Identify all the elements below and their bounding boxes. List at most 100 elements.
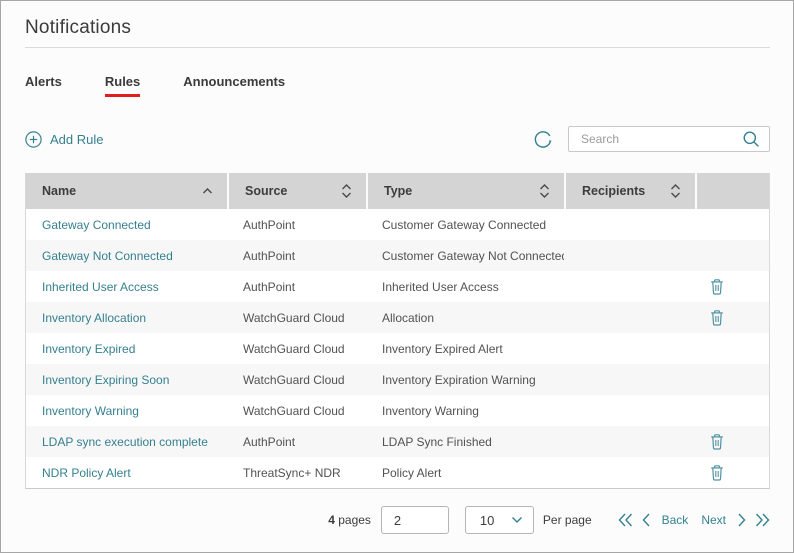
search-input[interactable] bbox=[581, 132, 742, 146]
cell-name: NDR Policy Alert bbox=[26, 466, 227, 480]
cell-name: LDAP sync execution complete bbox=[26, 435, 227, 449]
cell-source: ThreatSync+ NDR bbox=[243, 465, 341, 480]
column-label: Source bbox=[245, 184, 288, 198]
rule-name-link[interactable]: NDR Policy Alert bbox=[42, 465, 131, 480]
tab-alerts[interactable]: Alerts bbox=[25, 74, 62, 89]
column-label: Name bbox=[42, 184, 77, 198]
cell-type: Inventory Warning bbox=[382, 403, 479, 418]
table-row: Inventory Allocation WatchGuard Cloud Al… bbox=[26, 302, 769, 333]
cell-source: WatchGuard Cloud bbox=[243, 341, 345, 356]
rule-name-link[interactable]: Inherited User Access bbox=[42, 279, 159, 294]
pagination-bar: 4 pages 10 Per page Back Next bbox=[25, 505, 770, 535]
cell-type: Customer Gateway Connected bbox=[382, 217, 547, 232]
rule-name-link[interactable]: Gateway Not Connected bbox=[42, 248, 173, 263]
tab-rules[interactable]: Rules bbox=[104, 74, 141, 97]
rule-name-link[interactable]: Inventory Allocation bbox=[42, 310, 147, 325]
column-header-name[interactable]: Name bbox=[26, 173, 227, 209]
search-box bbox=[568, 126, 770, 152]
pages-count: 4 bbox=[328, 513, 335, 527]
rule-name-link[interactable]: Inventory Expiring Soon bbox=[42, 372, 170, 387]
table-row: NDR Policy Alert ThreatSync+ NDR Policy … bbox=[26, 457, 769, 488]
per-page-select[interactable]: 10 bbox=[464, 506, 534, 534]
cell-actions bbox=[695, 464, 769, 482]
cell-actions bbox=[695, 309, 769, 327]
table-body: Gateway Connected AuthPoint Customer Gat… bbox=[26, 209, 769, 488]
back-button[interactable]: Back bbox=[661, 513, 689, 527]
toolbar-right bbox=[532, 126, 770, 152]
refresh-button[interactable] bbox=[532, 129, 553, 150]
trash-icon bbox=[709, 464, 725, 482]
tab-announcements[interactable]: Announcements bbox=[183, 74, 286, 89]
chevron-left-icon bbox=[642, 513, 651, 527]
rules-table: Name Source Type Recipients bbox=[25, 173, 770, 489]
table-row: Gateway Not Connected AuthPoint Customer… bbox=[26, 240, 769, 271]
table-row: Inventory Expired WatchGuard Cloud Inven… bbox=[26, 333, 769, 364]
pages-count-label: 4 pages bbox=[328, 513, 371, 527]
column-header-actions bbox=[695, 173, 769, 209]
cell-name: Inventory Expiring Soon bbox=[26, 373, 227, 387]
sort-up-down-icon bbox=[670, 183, 681, 199]
column-label: Type bbox=[384, 184, 413, 198]
sort-ascending-icon bbox=[202, 187, 213, 195]
search-icon[interactable] bbox=[742, 130, 760, 148]
cell-name: Gateway Connected bbox=[26, 218, 227, 232]
cell-source: AuthPoint bbox=[243, 248, 296, 263]
double-chevron-right-icon bbox=[755, 513, 770, 527]
cell-actions bbox=[695, 340, 769, 358]
cell-type: Allocation bbox=[382, 310, 435, 325]
cell-actions bbox=[695, 371, 769, 389]
column-header-recipients[interactable]: Recipients bbox=[564, 173, 695, 209]
cell-source: AuthPoint bbox=[243, 217, 296, 232]
cell-actions bbox=[695, 247, 769, 265]
previous-page-chevron-button[interactable] bbox=[642, 513, 651, 527]
cell-name: Inventory Warning bbox=[26, 404, 227, 418]
next-page-chevron-button[interactable] bbox=[737, 513, 746, 527]
trash-icon bbox=[709, 433, 725, 451]
first-page-button[interactable] bbox=[618, 513, 633, 527]
cell-type: Inherited User Access bbox=[382, 279, 499, 294]
rule-name-link[interactable]: Inventory Expired bbox=[42, 341, 136, 356]
table-row: Gateway Connected AuthPoint Customer Gat… bbox=[26, 209, 769, 240]
tabs: Alerts Rules Announcements bbox=[25, 74, 770, 97]
double-chevron-left-icon bbox=[618, 513, 633, 527]
delete-rule-button[interactable] bbox=[709, 433, 725, 451]
delete-rule-button[interactable] bbox=[709, 278, 725, 296]
rule-name-link[interactable]: LDAP sync execution complete bbox=[42, 434, 208, 449]
column-label: Recipients bbox=[582, 184, 646, 198]
cell-name: Inventory Expired bbox=[26, 342, 227, 356]
refresh-icon bbox=[532, 129, 553, 150]
delete-rule-button[interactable] bbox=[709, 309, 725, 327]
table-row: LDAP sync execution complete AuthPoint L… bbox=[26, 426, 769, 457]
pagination-nav: Back Next bbox=[618, 513, 770, 527]
cell-type: Inventory Expiration Warning bbox=[382, 372, 536, 387]
cell-name: Gateway Not Connected bbox=[26, 249, 227, 263]
per-page-label: Per page bbox=[542, 513, 592, 527]
rule-name-link[interactable]: Inventory Warning bbox=[42, 403, 139, 418]
column-header-type[interactable]: Type bbox=[366, 173, 564, 209]
cell-type: LDAP Sync Finished bbox=[382, 434, 492, 449]
last-page-button[interactable] bbox=[755, 513, 770, 527]
sort-up-down-icon bbox=[341, 183, 352, 199]
pages-word: pages bbox=[338, 513, 371, 527]
next-button[interactable]: Next bbox=[701, 513, 726, 527]
table-row: Inventory Warning WatchGuard Cloud Inven… bbox=[26, 395, 769, 426]
rule-name-link[interactable]: Gateway Connected bbox=[42, 217, 151, 232]
delete-rule-button[interactable] bbox=[709, 464, 725, 482]
notifications-page: Notifications Alerts Rules Announcements… bbox=[1, 17, 793, 535]
cell-source: WatchGuard Cloud bbox=[243, 310, 345, 325]
column-header-source[interactable]: Source bbox=[227, 173, 366, 209]
current-page-input[interactable] bbox=[380, 506, 449, 534]
chevron-down-icon bbox=[511, 516, 523, 524]
cell-source: WatchGuard Cloud bbox=[243, 403, 345, 418]
trash-icon bbox=[709, 309, 725, 327]
add-rule-button[interactable]: Add Rule bbox=[25, 130, 103, 148]
plus-circle-icon bbox=[25, 130, 42, 148]
cell-source: WatchGuard Cloud bbox=[243, 372, 345, 387]
per-page-value: 10 bbox=[479, 512, 495, 528]
cell-type: Policy Alert bbox=[382, 465, 442, 480]
cell-actions bbox=[695, 216, 769, 234]
cell-source: AuthPoint bbox=[243, 434, 296, 449]
sort-up-down-icon bbox=[539, 183, 550, 199]
page-title: Notifications bbox=[25, 17, 770, 48]
cell-type: Inventory Expired Alert bbox=[382, 341, 503, 356]
